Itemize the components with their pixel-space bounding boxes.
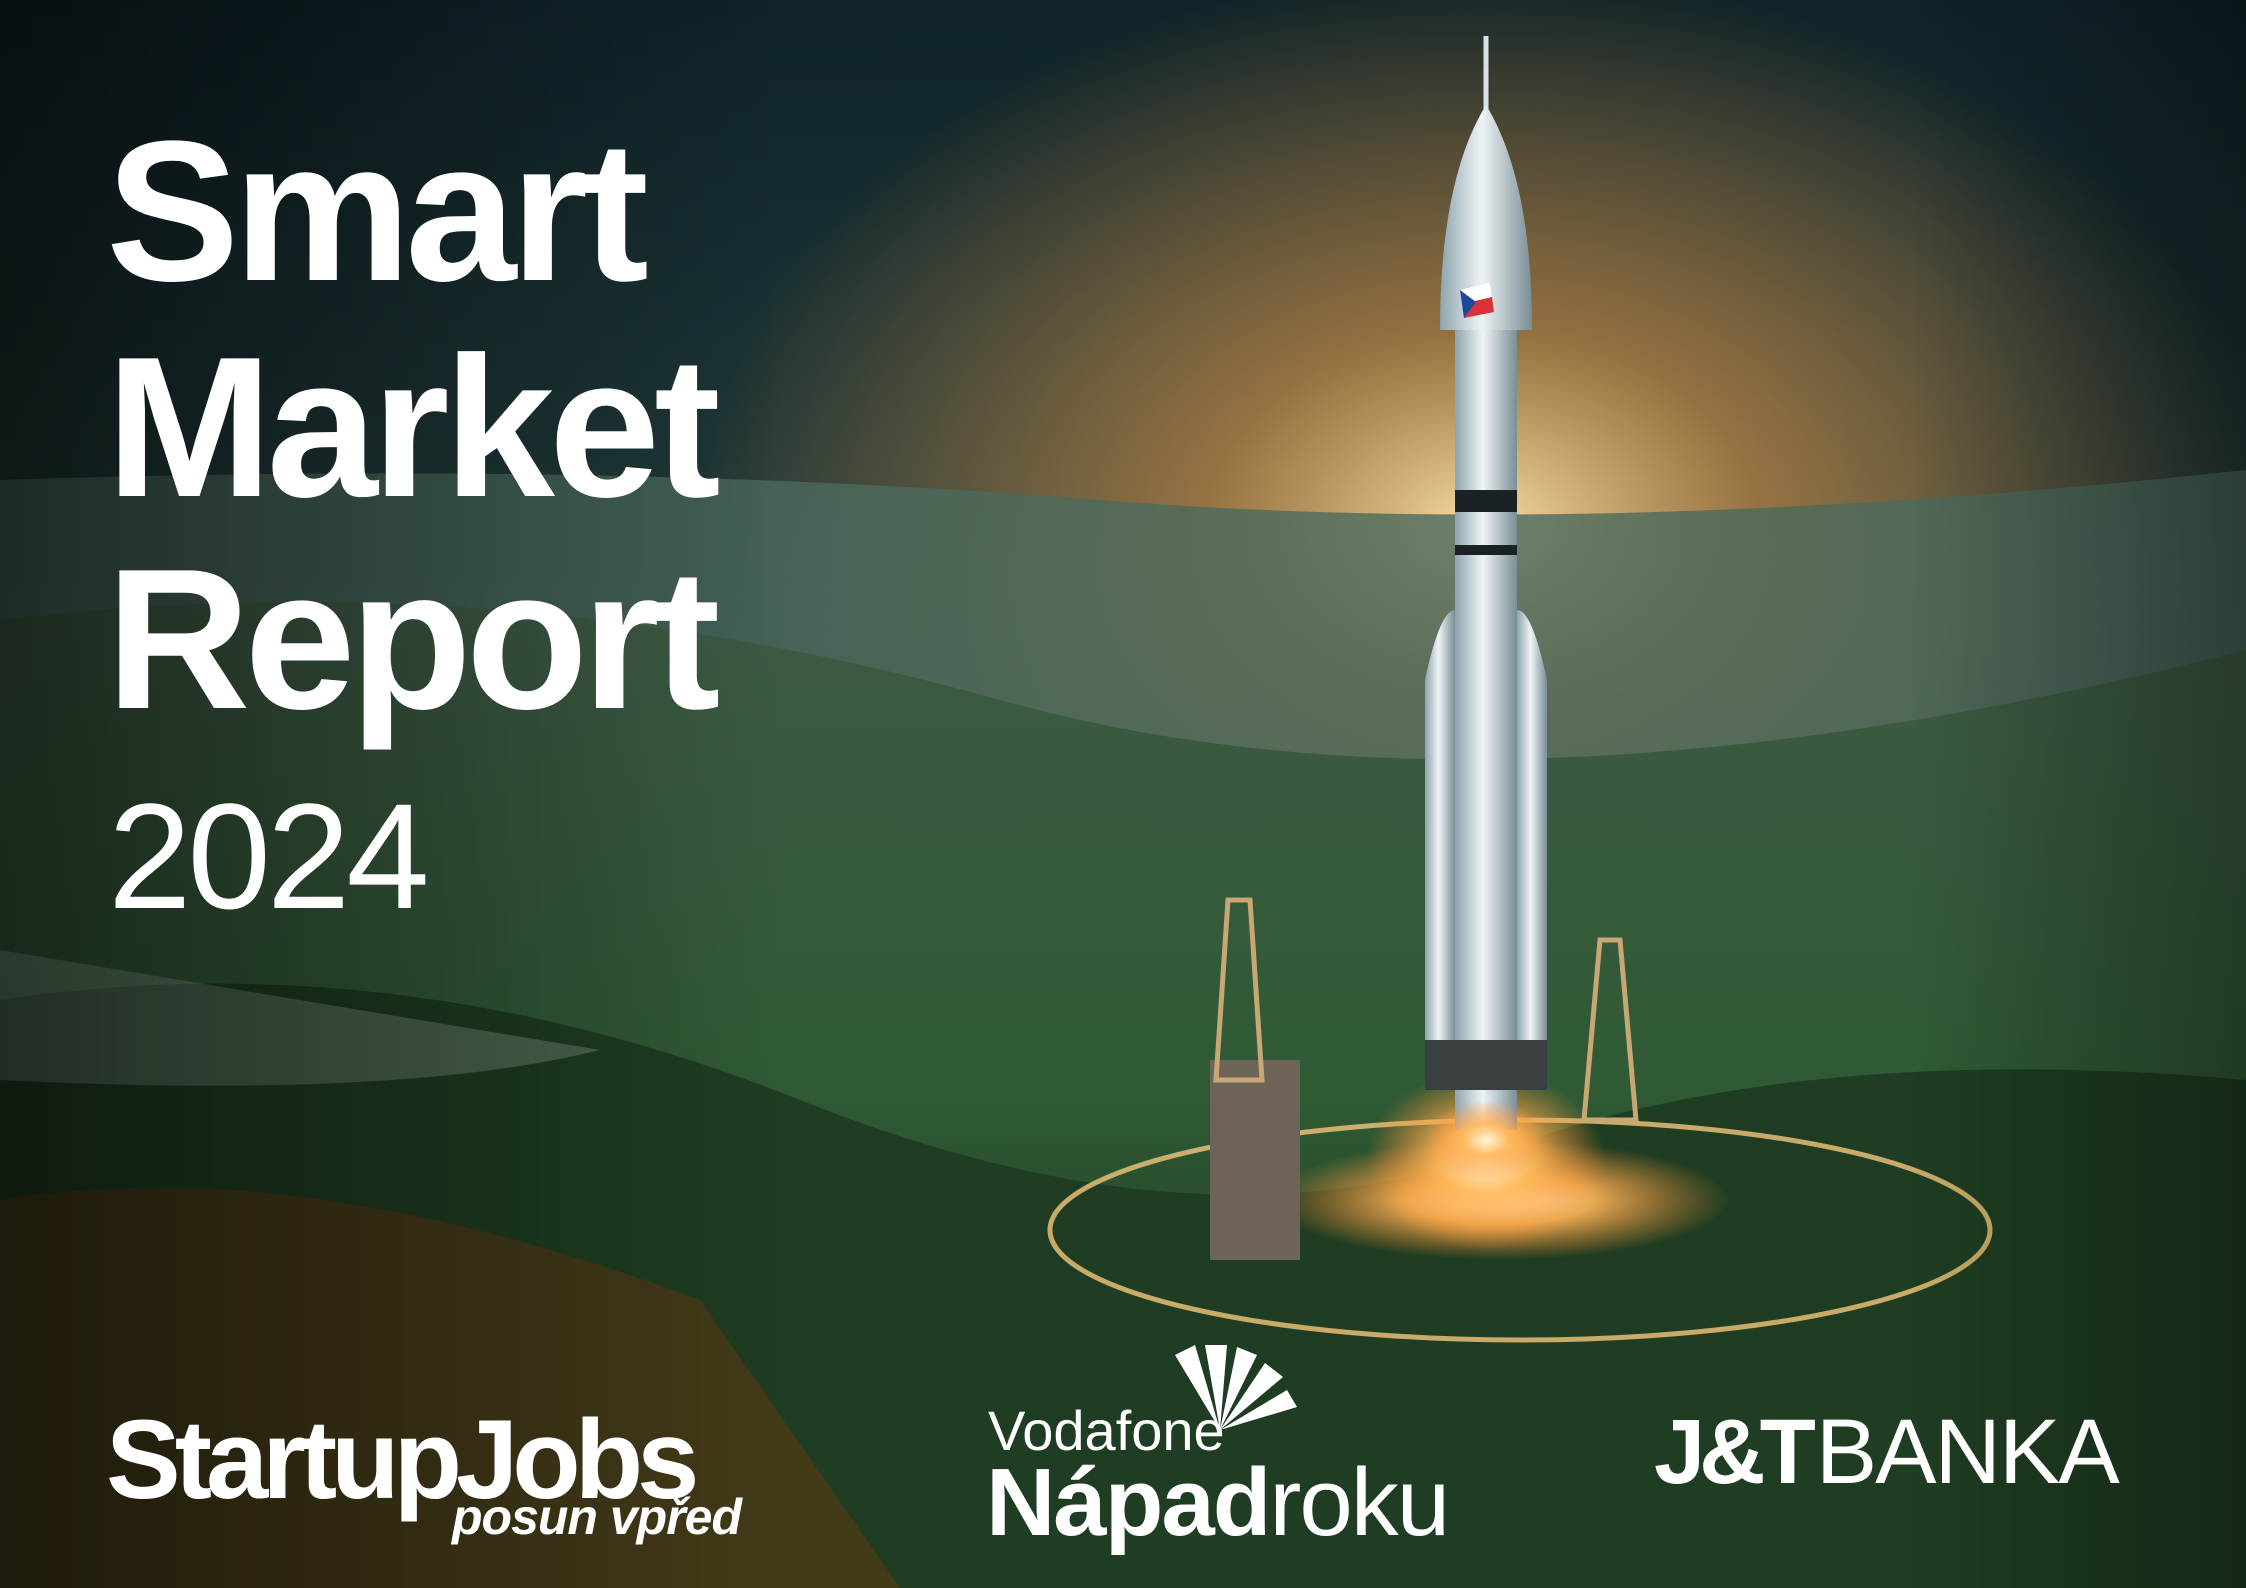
napad-roku-logo: Nápadroku (986, 1448, 1448, 1558)
title-line: Market (106, 328, 715, 528)
report-cover: {"cover": {"title_lines": ["Smart", "Mar… (0, 0, 2246, 1588)
title-line: Smart (106, 112, 643, 312)
year: 2024 (108, 770, 426, 943)
logo-bold: J&T (1654, 1401, 1810, 1503)
logo-bold: Nápad (986, 1449, 1269, 1556)
startupjobs-tagline: posun vpřed (452, 1488, 741, 1546)
logo-light: roku (1269, 1449, 1448, 1556)
logo-light: BANKA (1816, 1401, 2118, 1503)
title-line: Report (106, 540, 714, 740)
jt-banka-logo: J&TBANKA (1654, 1400, 2118, 1505)
